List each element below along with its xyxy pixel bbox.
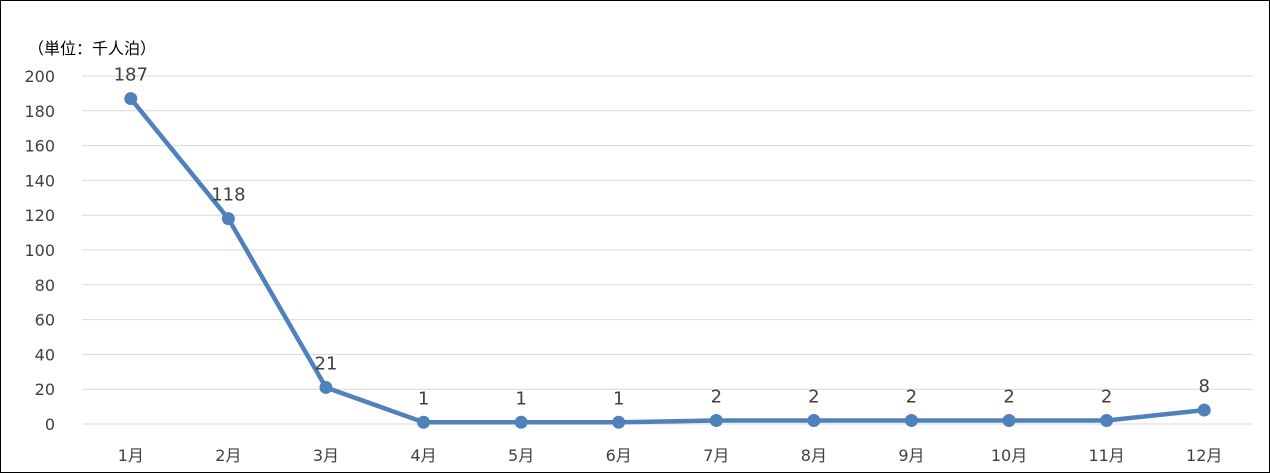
y-tick-label: 160 (24, 137, 55, 156)
x-tick-label: 11月 (1088, 446, 1124, 465)
y-tick-label: 180 (24, 102, 55, 121)
data-label: 2 (808, 387, 819, 408)
data-point (612, 415, 626, 429)
data-label: 1 (515, 388, 526, 409)
x-tick-label: 4月 (410, 446, 436, 465)
y-tick-label: 100 (24, 241, 55, 260)
x-tick-label: 5月 (508, 446, 534, 465)
x-tick-label: 9月 (898, 446, 924, 465)
y-tick-label: 120 (24, 206, 55, 225)
x-tick-label: 2月 (215, 446, 241, 465)
x-tick-label: 12月 (1186, 446, 1222, 465)
x-tick-label: 1月 (118, 446, 144, 465)
data-point (904, 414, 918, 428)
grid-lines (82, 75, 1253, 425)
data-label: 1 (418, 388, 429, 409)
data-label: 187 (114, 65, 148, 86)
data-point (709, 414, 723, 428)
y-tick-label: 80 (35, 276, 55, 295)
y-axis-tick-labels: 0 20 40 60 80 100 120 140 160 180 200 (24, 67, 55, 434)
x-tick-label: 6月 (606, 446, 632, 465)
y-tick-label: 140 (24, 171, 55, 190)
series-line (128, 96, 1207, 425)
y-tick-label: 200 (24, 67, 55, 86)
data-point (807, 414, 821, 428)
data-point (514, 415, 528, 429)
x-tick-label: 3月 (313, 446, 339, 465)
data-point (417, 415, 431, 429)
unit-label: （単位：千人泊） (28, 39, 156, 58)
data-point (1002, 414, 1016, 428)
data-label: 2 (906, 387, 917, 408)
data-label: 118 (211, 185, 245, 206)
x-tick-label: 8月 (801, 446, 827, 465)
data-point (221, 212, 235, 226)
data-label: 21 (315, 353, 338, 374)
data-label: 2 (1101, 387, 1112, 408)
data-label: 1 (613, 388, 624, 409)
x-tick-label: 10月 (991, 446, 1027, 465)
data-label: 2 (711, 387, 722, 408)
data-point (1100, 414, 1114, 428)
data-label: 8 (1198, 376, 1209, 397)
y-tick-label: 40 (35, 345, 55, 364)
y-tick-label: 60 (35, 311, 55, 330)
data-point (1197, 403, 1211, 417)
data-label: 2 (1003, 387, 1014, 408)
data-point (124, 92, 138, 106)
data-points (124, 92, 1211, 429)
y-tick-label: 0 (45, 415, 55, 434)
x-axis-tick-labels: 1月 2月 3月 4月 5月 6月 7月 8月 9月 10月 11月 12月 (118, 446, 1223, 465)
y-tick-label: 20 (35, 380, 55, 399)
data-point (319, 380, 333, 394)
x-tick-label: 7月 (703, 446, 729, 465)
